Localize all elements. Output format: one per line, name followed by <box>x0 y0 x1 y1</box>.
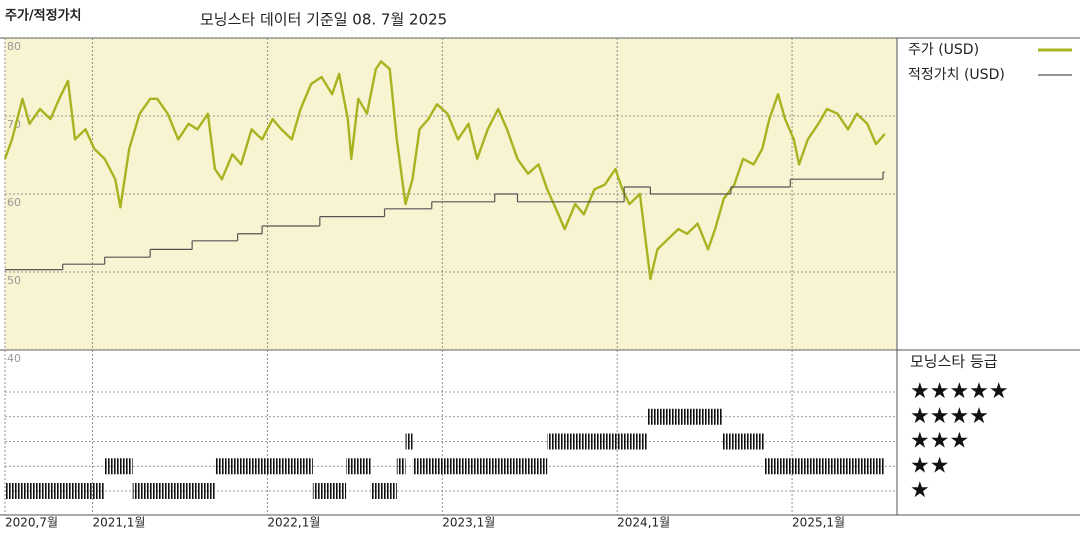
rating-label: ★★ <box>910 453 949 478</box>
rating-title: 모닝스타 등급 <box>910 353 998 371</box>
rating-bar <box>646 408 723 425</box>
rating-bar <box>214 458 313 475</box>
y-tick-label: 60 <box>7 196 21 209</box>
rating-bar <box>412 458 548 475</box>
rating-bar <box>132 483 215 499</box>
price-line <box>3 60 886 281</box>
rating-bar <box>764 458 885 475</box>
x-tick-label: 2020,7월 <box>5 516 58 530</box>
rating-bar <box>547 433 647 450</box>
rating-bar <box>405 433 413 450</box>
rating-bar <box>722 433 765 450</box>
x-tick-label: 2025,1월 <box>792 516 845 530</box>
rating-label: ★★★★ <box>910 404 989 429</box>
rating-bar <box>370 483 397 499</box>
rating-bar <box>396 458 406 475</box>
chart-title: 주가/적정가치 <box>5 8 82 24</box>
x-tick-label: 2022,1월 <box>267 516 320 530</box>
y-tick-label: 40 <box>7 352 21 365</box>
legend-label: 적정가치 (USD) <box>908 67 1005 83</box>
y-tick-label: 50 <box>7 274 21 287</box>
rating-bar <box>104 458 133 475</box>
rating-label: ★ <box>910 478 930 503</box>
rating-bar <box>5 483 105 499</box>
legend-label: 주가 (USD) <box>908 42 979 58</box>
rating-label: ★★★★★ <box>910 379 1009 404</box>
x-tick-label: 2024,1월 <box>617 516 670 530</box>
y-tick-label: 80 <box>7 40 21 53</box>
chart-subtitle: 모닝스타 데이터 기준일 08. 7월 2025 <box>200 11 447 29</box>
x-tick-label: 2023,1월 <box>442 516 495 530</box>
x-tick-label: 2021,1월 <box>92 516 145 530</box>
rating-bar <box>346 458 371 475</box>
rating-label: ★★★ <box>910 429 969 454</box>
rating-bar <box>312 483 347 499</box>
